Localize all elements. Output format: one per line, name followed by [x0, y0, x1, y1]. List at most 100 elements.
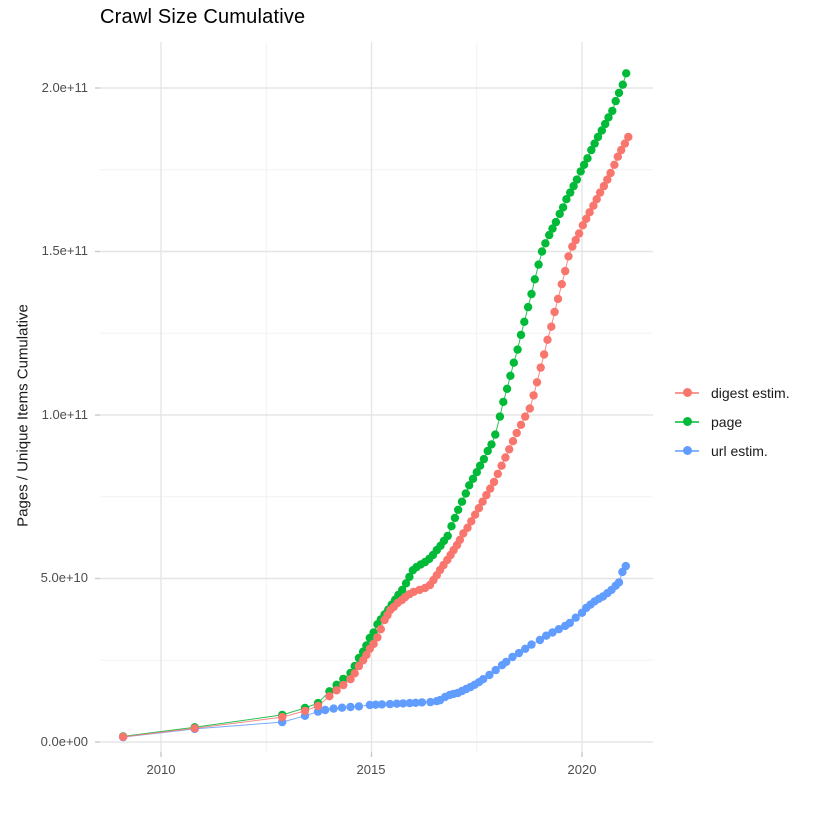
- data-point: [332, 686, 341, 695]
- data-point: [300, 706, 310, 716]
- data-point: [537, 247, 547, 256]
- data-point: [557, 280, 566, 289]
- data-point: [582, 214, 591, 223]
- data-point: [190, 724, 199, 733]
- data-point: [398, 699, 408, 708]
- data-point: [614, 88, 624, 98]
- data-point: [491, 665, 500, 675]
- data-point: [426, 697, 435, 707]
- series-line: [123, 565, 627, 738]
- data-point: [595, 188, 605, 197]
- data-point: [590, 139, 599, 148]
- data-point: [385, 699, 395, 709]
- data-point: [527, 640, 536, 649]
- data-point: [482, 490, 491, 500]
- data-point: [597, 126, 606, 135]
- data-point: [443, 531, 452, 541]
- data-point: [398, 585, 407, 595]
- data-point: [463, 523, 472, 532]
- data-point: [621, 561, 630, 571]
- data-point: [470, 510, 480, 519]
- data-point: [547, 322, 556, 331]
- data-point: [571, 613, 580, 622]
- data-point: [371, 700, 380, 709]
- y-tick-label: 2.0e+11: [41, 80, 88, 95]
- data-point: [574, 229, 584, 238]
- data-point: [346, 675, 355, 684]
- data-point: [405, 572, 414, 582]
- data-point: [362, 650, 371, 660]
- data-point: [555, 209, 564, 219]
- data-point: [606, 168, 615, 178]
- data-point: [506, 371, 515, 380]
- data-point: [521, 644, 530, 653]
- legend-key-url-icon: [675, 446, 699, 456]
- data-point: [514, 648, 524, 658]
- data-point: [539, 350, 549, 359]
- data-point: [599, 181, 609, 191]
- data-point: [369, 639, 378, 649]
- data-point: [376, 625, 385, 634]
- data-point: [493, 469, 502, 479]
- data-point: [550, 307, 559, 317]
- data-point: [551, 217, 561, 227]
- data-point: [346, 702, 355, 712]
- y-tick-label: 0.0e+00: [40, 734, 88, 749]
- data-point: [501, 453, 510, 462]
- data-point: [516, 330, 526, 340]
- data-point: [545, 230, 554, 240]
- data-point: [479, 454, 489, 464]
- data-point: [339, 674, 348, 684]
- data-point: [467, 517, 476, 526]
- legend-key-dot: [682, 446, 692, 455]
- data-point: [350, 669, 359, 678]
- data-point: [478, 497, 487, 506]
- data-point: [566, 188, 575, 197]
- data-point: [617, 145, 626, 155]
- data-point: [542, 631, 551, 640]
- data-point: [337, 703, 347, 712]
- data-point: [610, 160, 619, 169]
- data-point: [589, 201, 598, 210]
- data-point: [529, 391, 538, 400]
- data-point: [329, 704, 338, 713]
- data-point: [354, 661, 364, 671]
- legend-key-page-icon: [675, 417, 699, 427]
- data-point: [525, 404, 534, 413]
- data-point: [454, 505, 463, 514]
- legend-key-dot: [682, 388, 692, 397]
- y-tick-label: 1.5e+11: [41, 243, 88, 258]
- legend-label: digest estim.: [711, 384, 790, 401]
- data-point: [365, 700, 374, 710]
- data-point: [499, 397, 508, 407]
- data-point: [601, 119, 610, 129]
- series-url-estim-: [118, 561, 630, 742]
- data-point: [532, 378, 542, 387]
- data-point: [373, 633, 382, 642]
- data-point: [354, 702, 364, 711]
- data-point: [508, 437, 518, 446]
- y-tick-label: 5.0e+10: [40, 570, 88, 585]
- legend: digest estim. page url estim.: [675, 378, 790, 465]
- data-point: [593, 132, 603, 142]
- data-point: [614, 578, 624, 587]
- legend-key-dot: [682, 417, 692, 426]
- data-point: [447, 522, 456, 531]
- chart-title: Crawl Size Cumulative: [100, 6, 306, 28]
- data-point: [472, 468, 481, 477]
- data-point: [583, 154, 592, 163]
- data-point: [478, 675, 488, 684]
- data-point: [475, 461, 485, 470]
- data-point: [624, 132, 633, 142]
- series-digest-estim-: [118, 132, 633, 741]
- data-point: [465, 481, 474, 490]
- data-point: [411, 698, 420, 707]
- data-point: [572, 175, 582, 184]
- data-point: [485, 670, 494, 680]
- y-tick-label: 1.0e+11: [41, 407, 88, 422]
- data-point: [558, 203, 568, 212]
- data-point: [278, 712, 287, 722]
- data-point: [487, 440, 496, 449]
